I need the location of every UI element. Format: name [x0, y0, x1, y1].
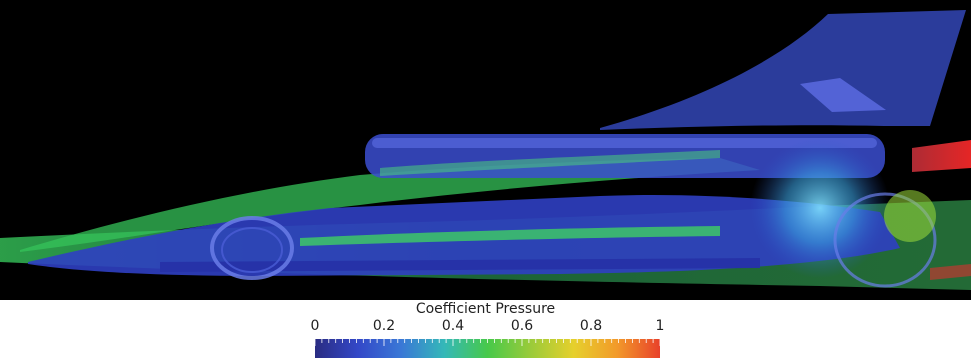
vehicle-sill	[160, 258, 760, 272]
rear-wheel	[833, 192, 937, 288]
rear-engine-glow	[750, 138, 890, 278]
cockpit-frame	[221, 227, 283, 273]
jet-pod-highlight	[372, 138, 877, 148]
cockpit-canopy	[210, 216, 294, 280]
fin-strake	[800, 78, 886, 112]
legend-tick-label: 0.4	[441, 318, 465, 334]
legend-tick-label: 1	[655, 318, 665, 334]
legend-tick-label: 0.8	[579, 318, 603, 334]
streamline-envelope-upper	[20, 158, 760, 252]
cfd-visualization	[0, 0, 971, 300]
legend-tick-label: 0	[310, 318, 320, 334]
exhaust-plume-lower	[930, 264, 971, 280]
flow-band-mid	[300, 226, 720, 246]
legend-title: Coefficient Pressure	[415, 301, 556, 317]
colorbar	[315, 339, 660, 358]
legend-tick-label: 0.2	[372, 318, 396, 334]
pod-flow	[380, 150, 720, 176]
turbulence-core	[884, 190, 936, 242]
tail-fin	[600, 10, 966, 130]
color-legend: Coefficient Pressure 0 0.2 0.4 0.6 0.8 1	[0, 300, 971, 361]
legend-tick-label: 0.6	[510, 318, 534, 334]
exhaust-plume	[912, 140, 971, 172]
